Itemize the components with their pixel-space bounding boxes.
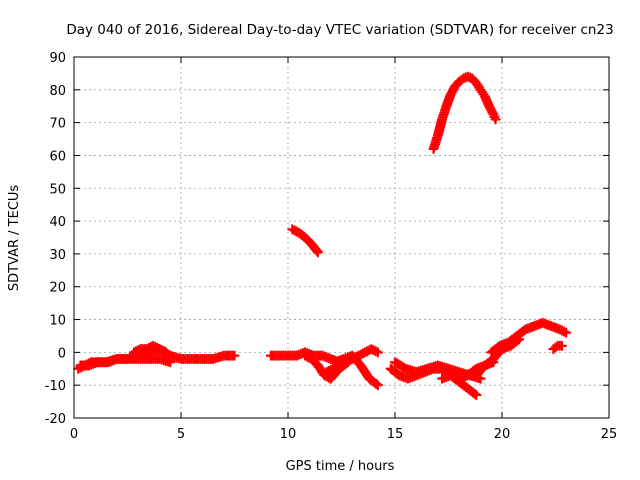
axis-ticks [73,56,610,419]
x-tick-label: 5 [177,427,185,442]
y-tick-label: 70 [49,117,66,132]
x-tick-label: 25 [601,427,618,442]
y-tick-label: 30 [49,248,66,263]
y-tick-label: 0 [58,346,66,361]
data-point-interp [554,340,565,351]
data-series [73,71,572,401]
data-point-interp [469,388,480,399]
data-point-interp [441,363,452,374]
x-axis-label: GPS time / hours [286,459,395,474]
data-point-interp [158,346,169,357]
x-tick-label: 20 [494,427,511,442]
y-tick-label: 80 [49,84,66,99]
data-point-interp [558,326,570,337]
grid-lines [74,57,609,418]
x-tick-labels: 0 5 10 15 20 25 [70,427,617,442]
x-tick-label: 0 [70,427,78,442]
series-sat-m-end [548,340,568,355]
series-sat-c-early [128,340,172,358]
data-point-interp [431,132,443,144]
y-tick-label: 10 [49,314,66,329]
data-point-interp [419,364,431,375]
data-point-interp [163,356,174,367]
y-tick-label: 60 [49,149,66,164]
data-point-interp [440,103,451,114]
x-tick-label: 15 [387,427,404,442]
y-tick-label: 20 [49,281,66,296]
series-sat-g-mid [329,350,383,391]
series-sat-l-end [486,317,572,358]
plot-frame [73,56,610,419]
y-tick-label: -10 [45,379,66,394]
y-tick-label: 90 [49,51,66,66]
series-sat-b-early [75,353,176,371]
series-sat-d-mid [265,347,345,368]
y-tick-label: 40 [49,215,66,230]
series-arc-peak [428,71,501,154]
y-tick-label: 50 [49,182,66,197]
data-point-interp [227,350,238,361]
chart-title: Day 040 of 2016, Sidereal Day-to-day VTE… [66,22,613,38]
data-point-interp [489,111,500,122]
data-point-interp [311,245,322,256]
y-tick-label: -20 [45,412,66,427]
data-point-interp [371,378,382,389]
y-tick-labels: -20 -10 0 10 20 30 40 50 60 70 80 90 [45,51,66,427]
y-axis-label: SDTVAR / TECUs [7,185,22,292]
data-point-interp [436,116,447,127]
x-tick-label: 10 [280,427,297,442]
series-arc-mid-high [287,224,324,258]
data-point-interp [370,346,381,357]
